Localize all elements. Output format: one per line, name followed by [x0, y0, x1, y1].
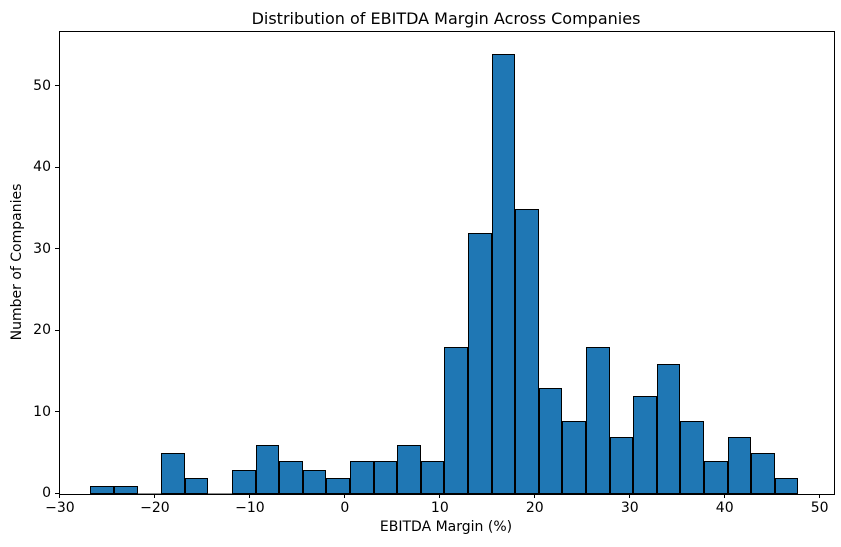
histogram-bar [326, 477, 350, 494]
x-axis-tick [249, 494, 251, 498]
x-tick-label: −30 [45, 500, 75, 516]
y-axis-tick [55, 166, 59, 168]
histogram-bar [727, 436, 752, 494]
y-axis-tick [55, 492, 59, 494]
histogram-bar [231, 469, 256, 494]
histogram-bar [515, 208, 539, 494]
histogram-bar [444, 347, 468, 494]
histogram-bar [255, 445, 280, 494]
histogram-bar [349, 461, 374, 494]
histogram-bar [774, 477, 799, 494]
y-tick-label: 20 [33, 322, 51, 339]
histogram-bar [373, 461, 398, 494]
histogram-bar [420, 461, 445, 494]
histogram-bar [585, 347, 610, 494]
x-tick-label: −20 [140, 500, 170, 516]
x-tick-label: 50 [810, 500, 829, 516]
x-axis-tick [59, 494, 61, 498]
chart-title: Distribution of EBITDA Margin Across Com… [251, 9, 641, 28]
histogram-bar [137, 493, 162, 494]
x-axis-tick [629, 494, 631, 498]
y-axis-tick [55, 248, 59, 250]
histogram-bar [467, 233, 492, 494]
x-tick-label: −10 [235, 500, 265, 516]
y-axis-tick [55, 411, 59, 413]
histogram-bar [538, 388, 563, 494]
histogram-bar [302, 469, 327, 494]
histogram-bar [656, 363, 681, 494]
y-axis-label: Number of Companies [9, 183, 25, 341]
histogram-bar [703, 461, 728, 494]
y-tick-label: 30 [33, 240, 51, 257]
x-tick-label: 20 [525, 500, 544, 516]
x-axis-tick [344, 494, 346, 498]
histogram-bar [633, 396, 657, 494]
histogram-bar [491, 54, 516, 494]
x-axis-tick [439, 494, 441, 498]
y-axis-tick [55, 85, 59, 87]
histogram-bar [609, 436, 634, 494]
x-axis-label: EBITDA Margin (%) [379, 519, 513, 535]
x-tick-label: 30 [620, 500, 639, 516]
histogram-bar [680, 420, 704, 494]
histogram-bar [562, 420, 586, 494]
x-axis-tick [724, 494, 726, 498]
x-tick-label: 10 [430, 500, 449, 516]
y-tick-label: 50 [33, 77, 51, 94]
x-axis-tick [534, 494, 536, 498]
histogram-bar [208, 493, 232, 494]
histogram-bar [113, 485, 138, 494]
histogram-bar [184, 477, 209, 494]
histogram-bar [161, 453, 185, 494]
y-axis-tick [55, 329, 59, 331]
x-axis-tick [819, 494, 821, 498]
x-tick-label: 0 [340, 500, 350, 516]
y-tick-label: 40 [33, 159, 51, 176]
histogram-bar [397, 445, 421, 494]
histogram-bar [90, 485, 114, 494]
x-tick-label: 40 [715, 500, 734, 516]
y-tick-label: 0 [42, 485, 51, 501]
y-tick-label: 10 [33, 403, 51, 420]
plot-area [59, 31, 835, 495]
x-axis-tick [154, 494, 156, 498]
histogram-bar [751, 453, 775, 494]
histogram-bar [279, 461, 303, 494]
